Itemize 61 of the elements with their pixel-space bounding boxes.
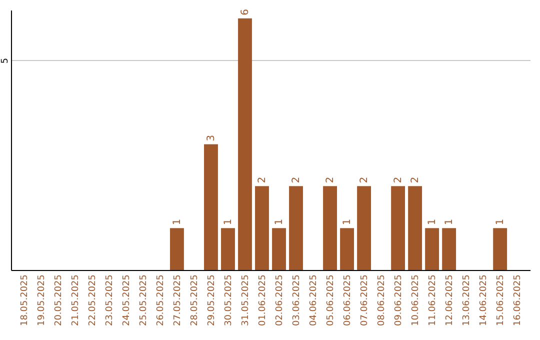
bar: [221, 228, 235, 270]
x-tick-label: 24.05.2025: [122, 274, 132, 326]
x-tick-label: 22.05.2025: [88, 274, 98, 326]
x-tick-label: 01.06.2025: [258, 274, 268, 326]
x-tick-label: 07.06.2025: [360, 274, 370, 326]
x-tick-label: 23.05.2025: [104, 274, 115, 326]
data-label: 1: [342, 218, 354, 226]
x-tick-label: 19.05.2025: [36, 274, 47, 326]
x-tick-label: 29.05.2025: [206, 274, 217, 326]
x-tick-label: 20.05.2025: [54, 274, 64, 326]
bar: [272, 228, 286, 270]
x-tick-label: 05.06.2025: [326, 274, 336, 326]
data-label: 2: [256, 176, 268, 184]
x-tick-label: 09.06.2025: [394, 274, 404, 326]
bar: [340, 228, 354, 270]
data-label: 1: [172, 218, 183, 226]
bar: [408, 186, 422, 270]
bar: [391, 186, 406, 270]
x-tick-label: 06.06.2025: [343, 274, 354, 326]
data-label: 2: [291, 176, 302, 184]
data-label: 6: [240, 9, 251, 16]
x-tick-label: 15.06.2025: [496, 274, 506, 326]
x-tick-label: 11.06.2025: [428, 274, 438, 326]
data-label: 2: [410, 176, 422, 184]
x-tick-label: 03.06.2025: [292, 274, 302, 326]
x-tick-label: 10.06.2025: [411, 274, 422, 326]
bar: [255, 186, 269, 270]
x-tick-label: 31.05.2025: [240, 274, 251, 326]
data-label: 1: [222, 218, 234, 226]
bar: [425, 228, 440, 270]
data-label: 3: [206, 134, 217, 142]
x-tick-label: 13.06.2025: [462, 274, 472, 326]
x-tick-label: 28.05.2025: [190, 274, 200, 326]
bar: [204, 144, 218, 270]
data-label: 2: [359, 176, 370, 184]
bar: [493, 228, 508, 270]
bar: [357, 186, 371, 270]
bar: [289, 186, 303, 270]
bar: [323, 186, 337, 270]
bar: [170, 228, 184, 270]
data-label: 1: [427, 218, 438, 226]
x-tick-label: 21.05.2025: [70, 274, 81, 326]
x-tick-label: 14.06.2025: [479, 274, 490, 326]
x-tick-label: 12.06.2025: [445, 274, 456, 326]
x-tick-label: 18.05.2025: [20, 274, 30, 326]
x-tick-label: 02.06.2025: [275, 274, 286, 326]
x-tick-label: 27.05.2025: [172, 274, 183, 326]
bar: [442, 228, 456, 270]
x-tick-label: 30.05.2025: [224, 274, 234, 326]
x-tick-label: 08.06.2025: [377, 274, 388, 326]
x-tick-label: 26.05.2025: [156, 274, 166, 326]
x-tick-label: 16.06.2025: [513, 274, 524, 326]
bar: [238, 18, 252, 270]
data-label: 1: [495, 218, 506, 226]
data-label: 1: [444, 218, 456, 226]
data-label: 1: [274, 218, 286, 226]
y-tick-label: 5: [0, 58, 10, 64]
x-tick-label: 25.05.2025: [138, 274, 149, 326]
x-tick-label: 04.06.2025: [309, 274, 320, 326]
data-label: 2: [325, 176, 336, 184]
data-label: 2: [393, 176, 404, 184]
